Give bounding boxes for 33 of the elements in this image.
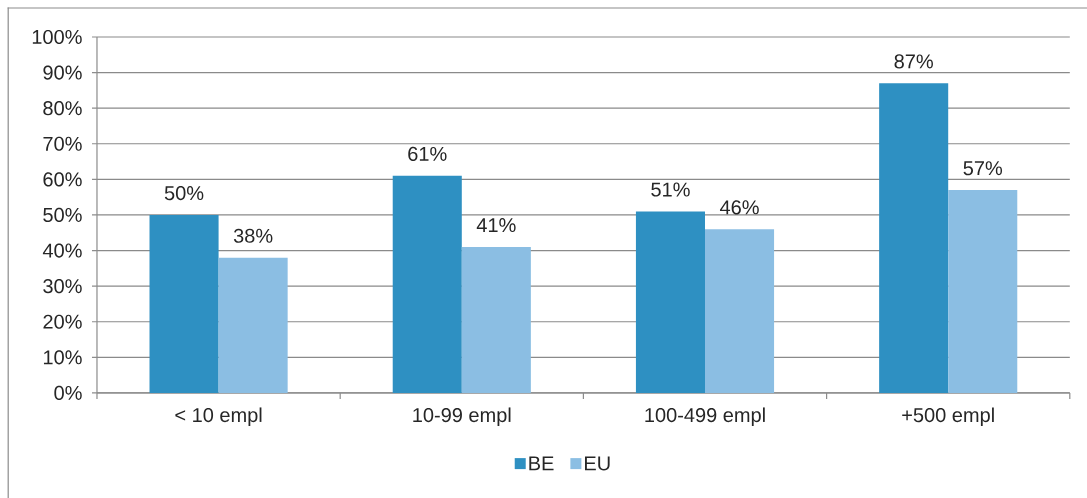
y-tick-label: 100% — [32, 29, 82, 45]
y-tick-label: 80% — [43, 101, 82, 116]
bar — [705, 229, 775, 393]
bar — [461, 247, 531, 393]
x-tick-label: +500 empl — [902, 407, 994, 427]
bar — [635, 211, 705, 393]
y-tick-label: 90% — [43, 65, 82, 80]
data-label: 50% — [164, 186, 204, 201]
legend-label: BE — [529, 456, 554, 471]
data-label: 46% — [719, 200, 759, 215]
y-tick-label: 60% — [43, 172, 82, 187]
bar — [392, 175, 462, 393]
y-tick-label: 40% — [42, 243, 82, 258]
data-label: 61% — [408, 146, 447, 162]
x-tick-label: 100-499 empl — [645, 407, 765, 427]
x-tick-label: < 10 empl — [175, 407, 262, 427]
data-label: 38% — [233, 228, 273, 243]
y-tick-label: 0% — [54, 385, 82, 401]
legend-label: EU — [585, 456, 610, 471]
data-label: 41% — [476, 218, 516, 233]
data-label: 57% — [963, 161, 1003, 176]
y-tick-label: 30% — [43, 279, 82, 294]
bar — [218, 257, 288, 393]
y-tick-label: 20% — [43, 314, 82, 329]
bar — [149, 215, 219, 393]
y-tick-label: 50% — [43, 207, 82, 223]
y-tick-label: 10% — [43, 350, 82, 365]
bar — [948, 190, 1018, 393]
data-label: 51% — [651, 182, 690, 197]
data-label: 87% — [894, 54, 933, 69]
bar — [879, 83, 949, 393]
y-tick-label: 70% — [43, 136, 82, 151]
x-tick-label: 10-99 empl — [413, 407, 511, 427]
